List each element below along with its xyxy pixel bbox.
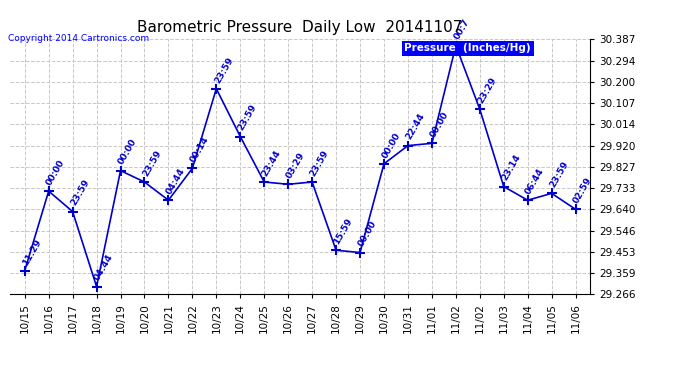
Text: 03:29: 03:29 — [284, 151, 306, 180]
Text: Copyright 2014 Cartronics.com: Copyright 2014 Cartronics.com — [8, 34, 150, 43]
Text: 02:59: 02:59 — [572, 176, 594, 205]
Text: 00:7: 00:7 — [452, 18, 471, 41]
Text: 22:44: 22:44 — [404, 112, 426, 141]
Text: 04:44: 04:44 — [93, 253, 115, 282]
Text: 00:00: 00:00 — [45, 158, 67, 187]
Text: 00:00: 00:00 — [380, 131, 402, 160]
Text: 23:29: 23:29 — [476, 76, 498, 105]
Text: 23:14: 23:14 — [500, 153, 522, 182]
Text: 11:29: 11:29 — [21, 237, 43, 267]
Title: Barometric Pressure  Daily Low  20141107: Barometric Pressure Daily Low 20141107 — [137, 20, 463, 35]
Text: 04:44: 04:44 — [165, 166, 187, 196]
Text: 23:59: 23:59 — [308, 148, 331, 178]
Text: 00:00: 00:00 — [117, 138, 139, 166]
Text: 06:44: 06:44 — [524, 166, 546, 196]
Text: 00:00: 00:00 — [428, 110, 450, 139]
Text: 23:59: 23:59 — [69, 178, 91, 207]
Text: 23:59: 23:59 — [548, 160, 570, 189]
Text: 23:59: 23:59 — [141, 148, 163, 178]
Text: 15:59: 15:59 — [333, 217, 355, 246]
Text: 23:59: 23:59 — [213, 55, 235, 85]
Text: 00:00: 00:00 — [357, 219, 378, 248]
Text: 23:59: 23:59 — [237, 103, 259, 132]
Text: Pressure  (Inches/Hg): Pressure (Inches/Hg) — [404, 43, 531, 53]
Text: 23:44: 23:44 — [261, 148, 283, 178]
Text: 00:14: 00:14 — [189, 135, 210, 164]
